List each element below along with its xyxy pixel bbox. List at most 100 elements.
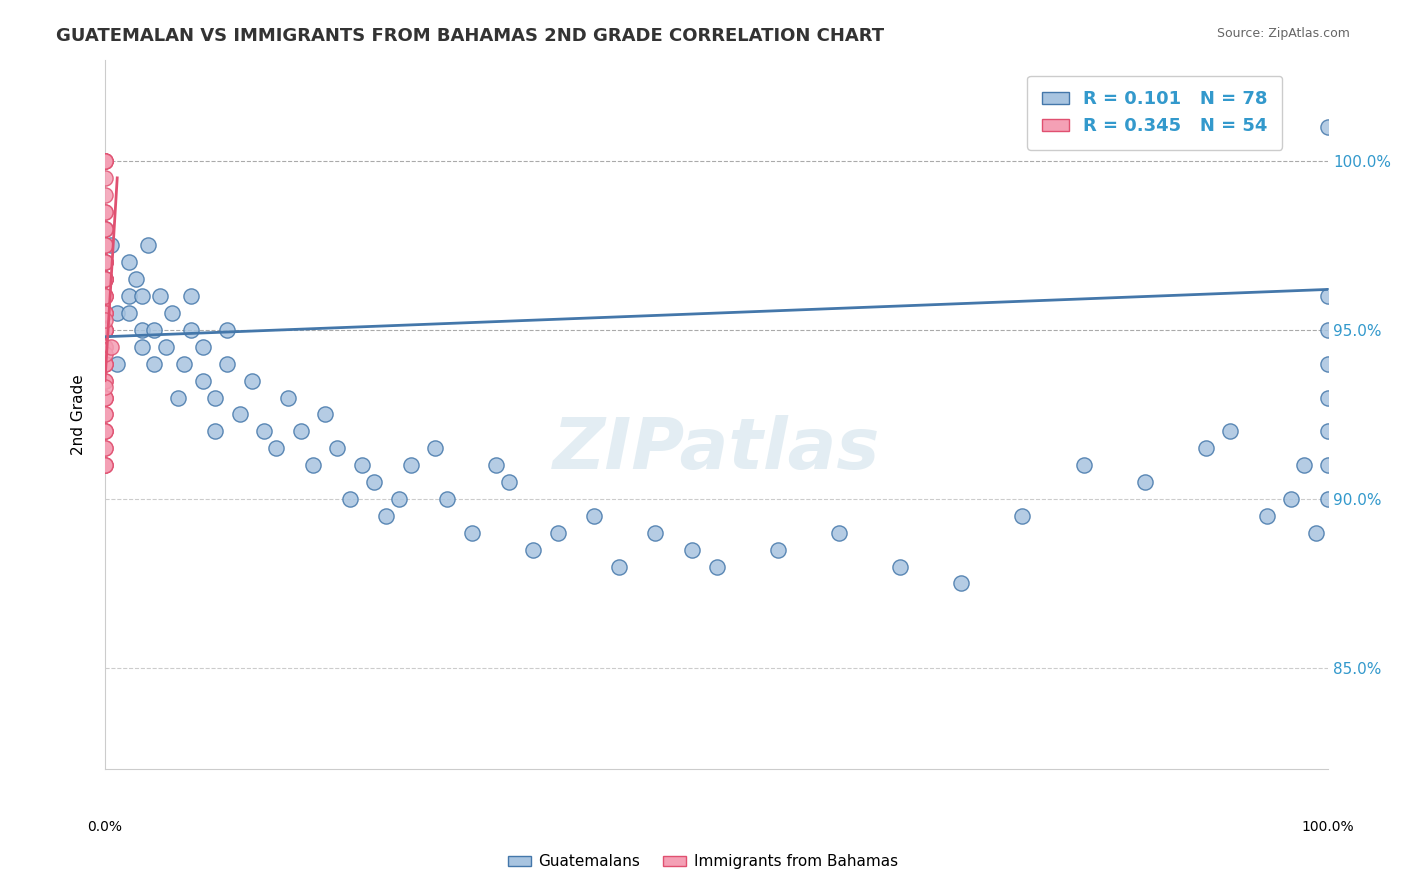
Point <box>94 170 117 185</box>
Point <box>1219 425 1241 439</box>
Point <box>94 187 117 202</box>
Point <box>314 408 336 422</box>
Point <box>136 238 159 252</box>
Point <box>149 289 172 303</box>
Point <box>94 374 117 388</box>
Point <box>1073 458 1095 472</box>
Point <box>1317 491 1340 506</box>
Point <box>387 491 409 506</box>
Point <box>94 255 117 269</box>
Point <box>644 525 666 540</box>
Point <box>94 238 117 252</box>
Point <box>228 408 250 422</box>
Point <box>94 221 117 235</box>
Point <box>118 306 141 320</box>
Point <box>180 289 202 303</box>
Point <box>264 442 287 456</box>
Point <box>94 391 117 405</box>
Point <box>94 323 117 337</box>
Point <box>94 272 117 286</box>
Point <box>217 357 239 371</box>
Point <box>94 340 117 354</box>
Text: 0.0%: 0.0% <box>87 820 122 834</box>
Point <box>1317 458 1340 472</box>
Legend: R = 0.101   N = 78, R = 0.345   N = 54: R = 0.101 N = 78, R = 0.345 N = 54 <box>1028 76 1282 150</box>
Point <box>94 323 117 337</box>
Point <box>547 525 569 540</box>
Point <box>363 475 385 489</box>
Point <box>1195 442 1218 456</box>
Point <box>94 340 117 354</box>
Point <box>425 442 447 456</box>
Point <box>375 508 398 523</box>
Point <box>94 323 117 337</box>
Point <box>94 391 117 405</box>
Point <box>1317 357 1340 371</box>
Point <box>94 306 117 320</box>
Point <box>326 442 349 456</box>
Point <box>162 306 184 320</box>
Point <box>94 408 117 422</box>
Point <box>339 491 361 506</box>
Text: ZIPatlas: ZIPatlas <box>553 416 880 484</box>
Point <box>94 442 117 456</box>
Point <box>522 542 544 557</box>
Point <box>1317 289 1340 303</box>
Legend: Guatemalans, Immigrants from Bahamas: Guatemalans, Immigrants from Bahamas <box>502 848 904 875</box>
Point <box>131 289 153 303</box>
Point <box>105 357 128 371</box>
Point <box>217 323 239 337</box>
Point <box>1317 120 1340 135</box>
Point <box>94 313 117 327</box>
Point <box>94 458 117 472</box>
Point <box>94 238 117 252</box>
Point <box>1292 458 1315 472</box>
Point <box>681 542 703 557</box>
Point <box>94 272 117 286</box>
Point <box>94 408 117 422</box>
Point <box>766 542 789 557</box>
Point <box>142 357 165 371</box>
Point <box>302 458 325 472</box>
Point <box>94 204 117 219</box>
Point <box>94 255 117 269</box>
Point <box>94 153 117 168</box>
Point <box>607 559 630 574</box>
Point <box>204 391 226 405</box>
Point <box>94 458 117 472</box>
Point <box>167 391 190 405</box>
Point <box>1133 475 1156 489</box>
Point <box>100 238 122 252</box>
Point <box>191 340 214 354</box>
Point <box>240 374 263 388</box>
Point <box>105 306 128 320</box>
Y-axis label: 2nd Grade: 2nd Grade <box>72 374 86 455</box>
Point <box>94 255 117 269</box>
Point <box>1317 391 1340 405</box>
Point <box>1317 323 1340 337</box>
Point <box>124 272 146 286</box>
Point <box>1011 508 1033 523</box>
Point <box>94 272 117 286</box>
Text: 100.0%: 100.0% <box>1302 820 1354 834</box>
Point <box>191 374 214 388</box>
Point <box>94 289 117 303</box>
Point <box>94 442 117 456</box>
Point <box>173 357 195 371</box>
Point <box>94 380 117 394</box>
Point <box>131 340 153 354</box>
Point <box>94 221 117 235</box>
Point <box>828 525 851 540</box>
Point <box>94 238 117 252</box>
Point <box>180 323 202 337</box>
Point <box>131 323 153 337</box>
Point <box>94 391 117 405</box>
Point <box>1256 508 1278 523</box>
Point <box>461 525 484 540</box>
Point <box>350 458 373 472</box>
Point <box>94 357 117 371</box>
Point <box>583 508 606 523</box>
Point <box>94 357 117 371</box>
Point <box>950 576 973 591</box>
Point <box>94 306 117 320</box>
